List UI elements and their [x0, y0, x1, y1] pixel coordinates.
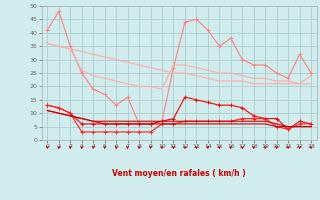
- Text: Vent moyen/en rafales ( km/h ): Vent moyen/en rafales ( km/h ): [112, 169, 246, 178]
